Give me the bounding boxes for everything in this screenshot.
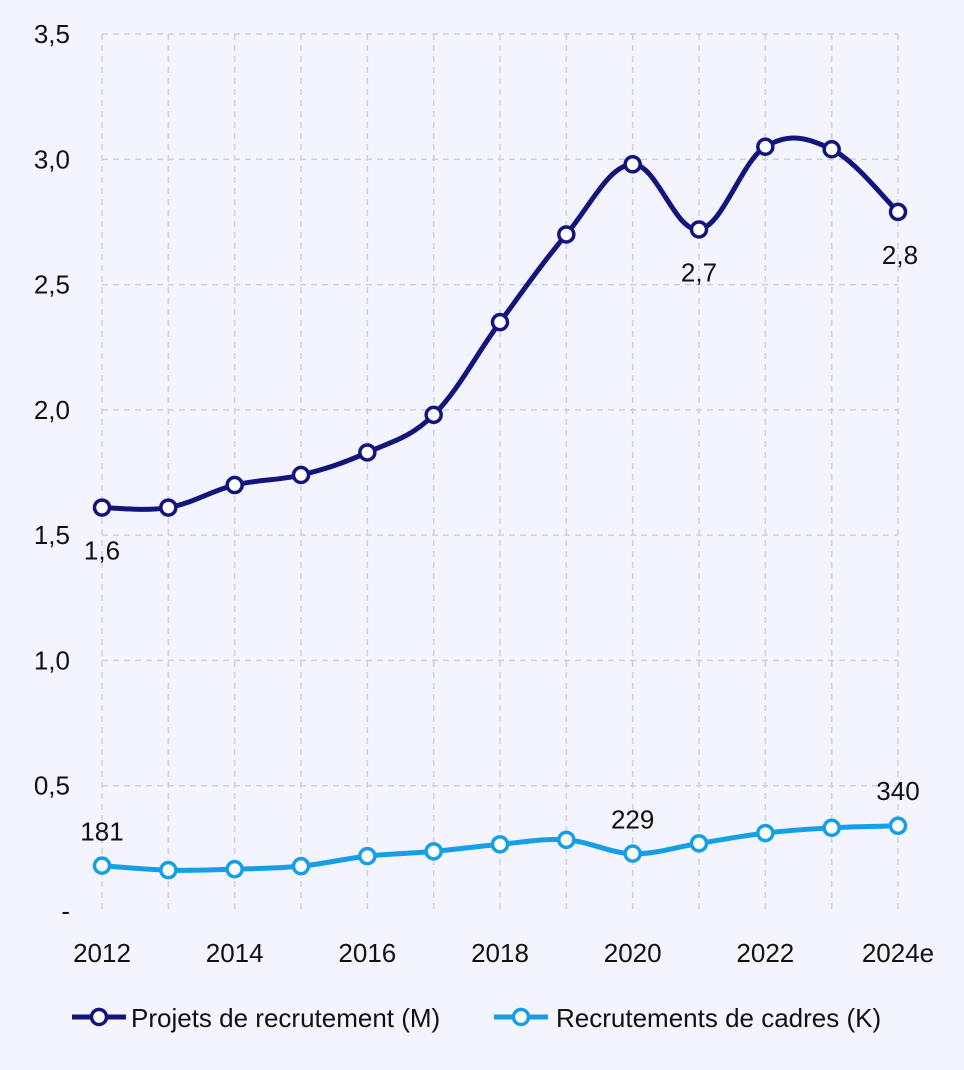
y-tick-label: 2,5: [34, 270, 70, 300]
data-point-projets-recrutement: [756, 137, 775, 157]
data-point-projets-recrutement: [358, 443, 377, 462]
data-point-projets-recrutement: [291, 465, 311, 485]
x-axis: 2012 2014 2016 2018 2020 2022 2024e: [73, 938, 934, 968]
data-label: 2,7: [681, 257, 717, 287]
data-point-recrutements-cadres: [490, 835, 510, 854]
legend-label: Recrutements de cadres (K): [556, 1003, 881, 1033]
data-label: 229: [611, 805, 654, 835]
data-point-recrutements-cadres: [424, 842, 443, 861]
y-tick-label: 3,0: [34, 144, 70, 174]
x-tick-label: 2014: [206, 938, 264, 968]
data-point-projets-recrutement: [424, 405, 443, 425]
legend: Projets de recrutement (M) Recrutements d…: [72, 1003, 881, 1033]
data-point-projets-recrutement: [822, 140, 841, 159]
data-point-recrutements-cadres: [822, 818, 841, 838]
data-point-projets-recrutement: [888, 202, 908, 222]
data-point-projets-recrutement: [159, 498, 178, 517]
legend-item: Projets de recrutement (M): [72, 1003, 440, 1033]
x-tick-label: 2020: [604, 938, 662, 968]
data-point-recrutements-cadres: [888, 816, 908, 836]
x-tick-label: 2018: [471, 938, 529, 968]
data-point-recrutements-cadres: [159, 860, 178, 880]
data-point-projets-recrutement: [623, 155, 642, 174]
data-point-projets-recrutement: [92, 498, 112, 517]
y-tick-label: 3,5: [34, 19, 70, 49]
y-tick-label: 2,0: [34, 395, 70, 425]
data-point-recrutements-cadres: [689, 834, 709, 853]
series-layer: [92, 135, 908, 880]
x-tick-label: 2016: [338, 938, 396, 968]
y-tick-label: 0,5: [34, 771, 70, 801]
grid: [101, 33, 899, 911]
data-point-projets-recrutement: [490, 312, 510, 332]
data-point-projets-recrutement: [225, 475, 244, 495]
data-point-recrutements-cadres: [92, 856, 112, 875]
legend-swatch-marker: [89, 1007, 109, 1027]
data-point-recrutements-cadres: [557, 830, 576, 850]
x-tick-label: 2012: [73, 938, 131, 968]
legend-swatch-marker: [511, 1007, 531, 1027]
data-point-recrutements-cadres: [623, 844, 642, 863]
series-projets-recrutement: [92, 135, 908, 517]
data-point-recrutements-cadres: [756, 823, 775, 843]
data-label: 340: [876, 776, 919, 806]
x-tick-label: 2024e: [862, 938, 934, 968]
data-point-projets-recrutement: [689, 220, 709, 239]
x-tick-label: 2022: [736, 938, 794, 968]
y-tick-label: 1,0: [34, 645, 70, 675]
legend-label: Projets de recrutement (M): [131, 1003, 440, 1033]
data-label: 2,8: [882, 240, 918, 270]
legend-item: Recrutements de cadres (K): [494, 1003, 881, 1033]
data-point-projets-recrutement: [557, 225, 576, 244]
data-label: 1,6: [84, 536, 120, 566]
data-point-recrutements-cadres: [291, 856, 311, 876]
data-point-recrutements-cadres: [358, 846, 377, 866]
data-label: 181: [80, 817, 123, 847]
data-point-recrutements-cadres: [225, 859, 244, 879]
y-axis: - 0,5 1,0 1,5 2,0 2,5 3,0 3,5: [34, 19, 70, 926]
data-labels: 1,6 2,7 2,8 181 229 340: [80, 240, 919, 847]
y-tick-label: 1,5: [34, 520, 70, 550]
series-recrutements-cadres: [92, 816, 908, 880]
y-tick-label: -: [61, 896, 70, 926]
